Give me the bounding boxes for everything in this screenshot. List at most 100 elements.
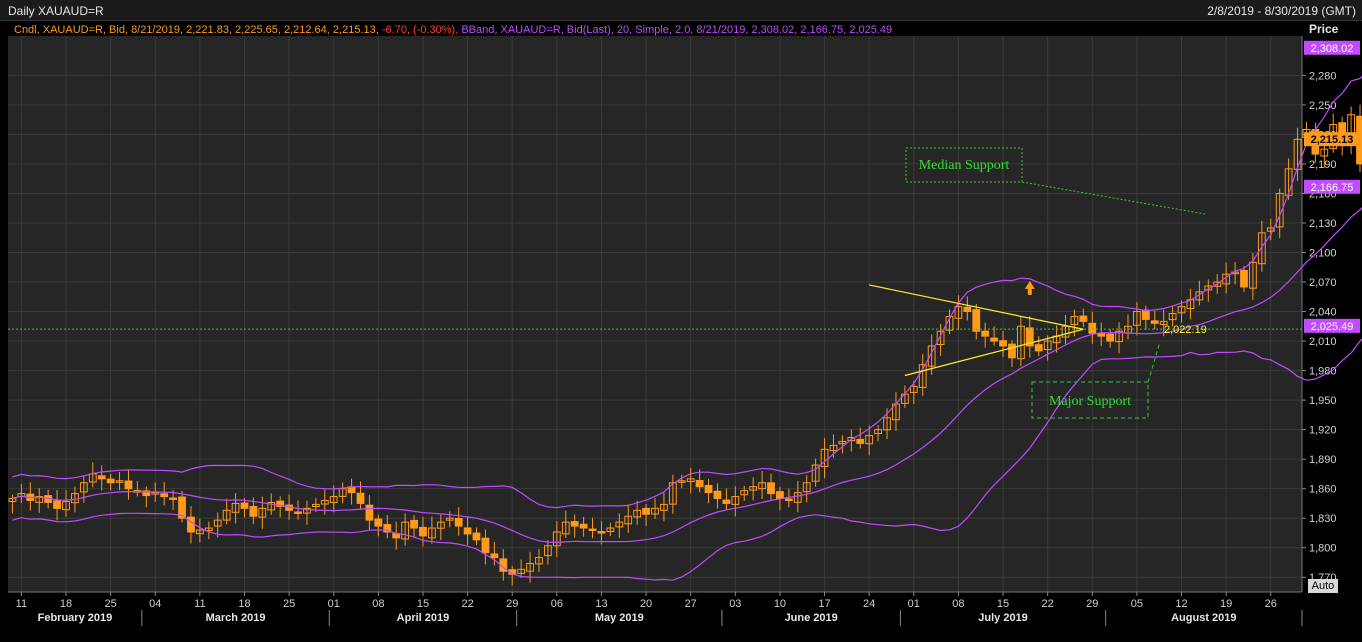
- candle-body: [1177, 306, 1186, 314]
- candle-body: [124, 480, 133, 490]
- x-tick-label: 08: [952, 598, 964, 610]
- month-label: April 2019: [397, 612, 450, 624]
- candle-body: [178, 496, 186, 519]
- price-badge: [1304, 132, 1360, 147]
- candle-body: [481, 537, 490, 554]
- candle-body: [686, 478, 695, 483]
- title-bar: Daily XAUAUD=R 2/8/2019 - 8/30/2019 (GMT…: [0, 0, 1362, 21]
- y-tick-label: 1,950: [1309, 395, 1337, 407]
- candle-body: [240, 502, 249, 509]
- candle-body: [1257, 232, 1266, 265]
- major-support-box: [1031, 381, 1149, 419]
- candle-body: [963, 306, 972, 313]
- candle-body: [1195, 291, 1204, 301]
- candle-body: [722, 499, 731, 504]
- candle-body: [793, 492, 802, 503]
- x-tick-label: 25: [283, 598, 295, 610]
- candle-body: [874, 429, 882, 435]
- candle-body: [35, 496, 44, 503]
- x-tick-label: 24: [863, 598, 875, 610]
- candle-body: [695, 480, 704, 488]
- x-tick-label: 18: [60, 598, 72, 610]
- candle-body: [195, 529, 204, 535]
- indicator-legend: Cndl, XAUAUD=R, Bid, 8/21/2019, 2,221.83…: [14, 24, 892, 36]
- major-support-label: Major Support: [1049, 394, 1131, 409]
- x-tick-label: 26: [1265, 598, 1277, 610]
- candle-body: [597, 531, 606, 534]
- candle-body: [1079, 315, 1088, 322]
- candle-body: [204, 527, 213, 532]
- month-label: May 2019: [595, 612, 644, 624]
- x-tick-label: 08: [372, 598, 384, 610]
- triangle-upper-line: [869, 284, 1084, 330]
- bollinger-lower-band: [12, 338, 1362, 581]
- price-badge: [1304, 40, 1360, 55]
- candle-body: [294, 511, 302, 514]
- candle-body: [945, 315, 954, 331]
- x-tick-label: 13: [595, 598, 607, 610]
- candle-body: [838, 440, 847, 445]
- candle-body: [428, 527, 436, 539]
- candle-body: [820, 448, 829, 467]
- price-badge: [1304, 179, 1360, 194]
- candle-body: [517, 568, 526, 574]
- x-tick-label: 01: [908, 598, 920, 610]
- x-tick-label: 11: [16, 598, 27, 610]
- x-tick-label: 10: [774, 598, 786, 610]
- candle-body: [829, 444, 838, 452]
- candle-body: [1008, 343, 1016, 359]
- candle-body: [1159, 320, 1168, 325]
- candle-body: [365, 504, 374, 521]
- candle-body: [142, 490, 151, 497]
- candle-body: [1025, 327, 1034, 347]
- x-tick-label: 05: [1131, 598, 1143, 610]
- candle-body: [419, 526, 427, 537]
- x-tick-label: 22: [461, 598, 473, 610]
- candle-body: [106, 478, 115, 484]
- candle-body: [97, 475, 106, 480]
- y-tick-label: 1,860: [1309, 484, 1337, 496]
- candle-body: [918, 364, 927, 388]
- candle-body: [1016, 325, 1025, 360]
- chart-title: Daily XAUAUD=R: [8, 4, 104, 18]
- candle-body: [320, 499, 329, 505]
- y-tick-label: 2,100: [1309, 247, 1337, 259]
- x-tick-label: 25: [105, 598, 117, 610]
- x-tick-label: 15: [417, 598, 429, 610]
- candle-body: [1070, 315, 1079, 325]
- candle-body: [811, 464, 820, 482]
- candle-body: [847, 437, 856, 442]
- candle-body: [883, 417, 891, 431]
- breakout-arrow-icon: [1024, 280, 1035, 295]
- candle-body: [1088, 322, 1097, 334]
- auto-scale-button[interactable]: Auto: [1308, 579, 1338, 593]
- candle-body: [490, 553, 499, 559]
- bollinger-upper-band: [12, 75, 1362, 509]
- candle-body: [410, 519, 418, 529]
- candle-body: [258, 507, 267, 518]
- candle-body: [8, 498, 17, 502]
- candle-body: [776, 491, 784, 500]
- candle-body: [767, 482, 775, 495]
- x-tick-label: 06: [551, 598, 563, 610]
- candle-body: [356, 492, 365, 504]
- candle-body: [990, 337, 999, 342]
- candle-body: [1133, 311, 1141, 326]
- candle-body: [445, 517, 454, 521]
- median-support-box: [905, 147, 1023, 183]
- candle-body: [731, 496, 740, 505]
- candle-body: [472, 532, 481, 541]
- price-badge-label: 2,166.75: [1311, 182, 1354, 194]
- candle-body: [62, 500, 70, 511]
- candle-body: [1106, 333, 1115, 342]
- x-tick-label: 04: [149, 598, 161, 610]
- y-tick-label: 2,070: [1309, 277, 1337, 289]
- candle-body: [865, 435, 874, 445]
- candle-body: [615, 521, 624, 528]
- price-axis-label: Price: [1309, 22, 1339, 36]
- candle-body: [1266, 227, 1275, 232]
- price-badge-label: 2,308.02: [1311, 43, 1354, 55]
- y-tick-label: 2,190: [1309, 159, 1337, 171]
